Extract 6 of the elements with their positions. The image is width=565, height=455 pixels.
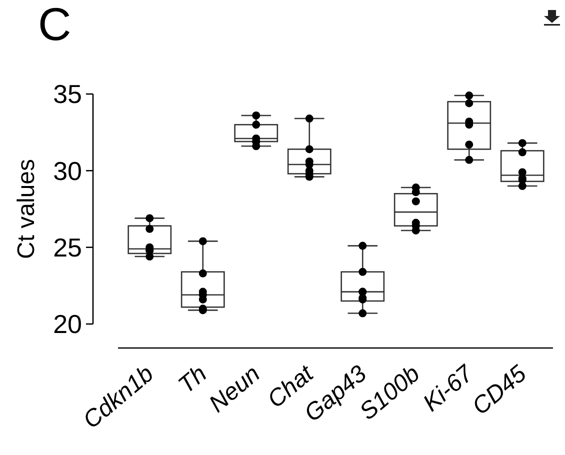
y-tick-label: 20 — [53, 309, 82, 340]
text: C — [38, 0, 72, 50]
y-tick-label: 25 — [53, 232, 82, 262]
y-tick-label: 30 — [53, 156, 82, 186]
y-axis-title: Ct values — [13, 158, 40, 260]
y-tick-label: 35 — [53, 79, 82, 110]
